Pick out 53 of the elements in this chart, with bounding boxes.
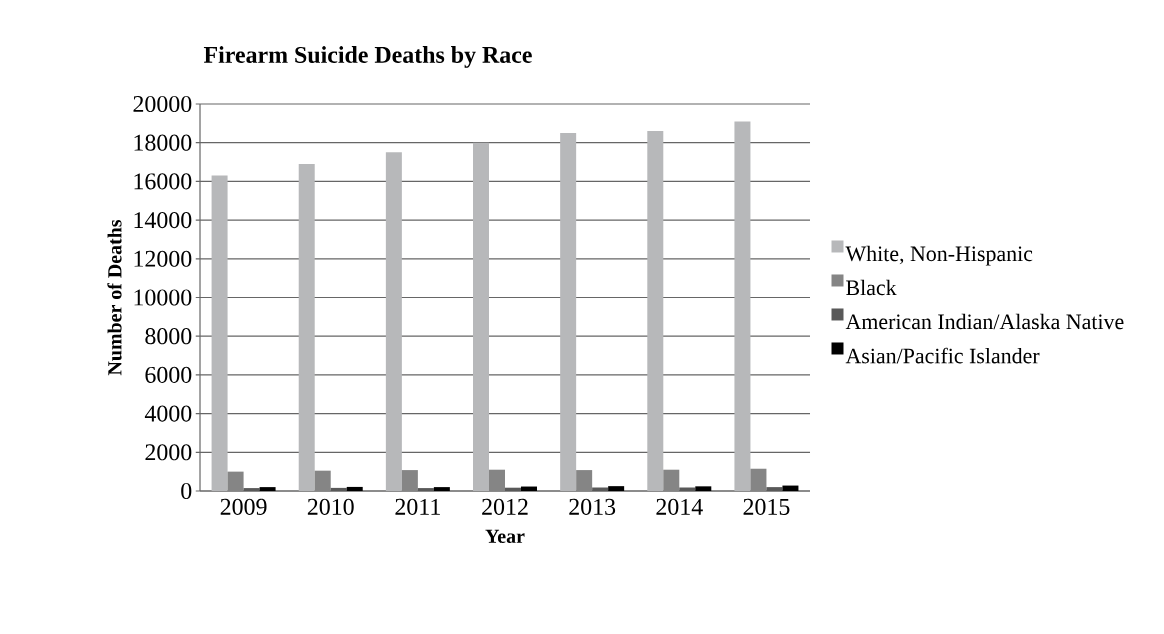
bar [401, 470, 418, 491]
legend-label: Asian/Pacific Islander [845, 347, 1040, 364]
bar [227, 471, 244, 491]
bar [576, 470, 593, 491]
bar [433, 487, 450, 491]
chart-title: Firearm Suicide Deaths by Race [203, 46, 532, 68]
x-tick-label: 2009 [220, 498, 267, 515]
bar [314, 470, 331, 491]
y-tick-label: 2000 [145, 444, 192, 461]
bar [608, 486, 625, 491]
bar [473, 142, 490, 491]
y-tick-label: 10000 [134, 289, 192, 306]
bar [695, 486, 712, 491]
x-tick-label: 2011 [395, 498, 440, 515]
x-tick-label: 2010 [307, 498, 354, 515]
bar [489, 469, 506, 491]
bar [521, 486, 538, 491]
bar [679, 487, 696, 491]
y-tick-label: 0 [181, 482, 192, 500]
x-tick-label: 2014 [656, 498, 703, 515]
bar [782, 485, 799, 491]
bar [766, 487, 783, 491]
bar [560, 133, 577, 491]
x-axis-title: Year [485, 529, 525, 543]
bar [259, 487, 276, 491]
x-tick-label: 2012 [482, 498, 528, 515]
legend-label: White, Non-Hispanic [845, 245, 1033, 266]
y-axis-title: Number of Deaths [107, 219, 122, 376]
bar [298, 163, 315, 491]
y-tick-label: 4000 [144, 405, 192, 422]
bar [734, 121, 751, 491]
legend-label: American Indian/Alaska Native [845, 313, 1124, 330]
y-tick-label: 14000 [134, 212, 192, 229]
bar [663, 469, 680, 491]
bar [592, 487, 609, 491]
bar [750, 468, 767, 491]
y-tick-label: 6000 [145, 366, 192, 383]
bar [330, 487, 347, 491]
bar [647, 131, 664, 491]
y-tick-label: 16000 [134, 173, 192, 190]
bar [417, 488, 434, 491]
y-tick-label: 12000 [134, 250, 192, 267]
y-tick-label: 8000 [145, 328, 192, 345]
legend-label: Black [846, 279, 897, 296]
bar [385, 152, 402, 491]
bar [211, 175, 228, 491]
y-tick-label: 20000 [133, 95, 192, 113]
y-tick-label: 18000 [134, 134, 192, 151]
x-tick-label: 2013 [569, 498, 616, 515]
bar [243, 488, 260, 491]
bar [346, 486, 363, 491]
bar [505, 487, 522, 491]
x-tick-label: 2015 [743, 498, 790, 515]
